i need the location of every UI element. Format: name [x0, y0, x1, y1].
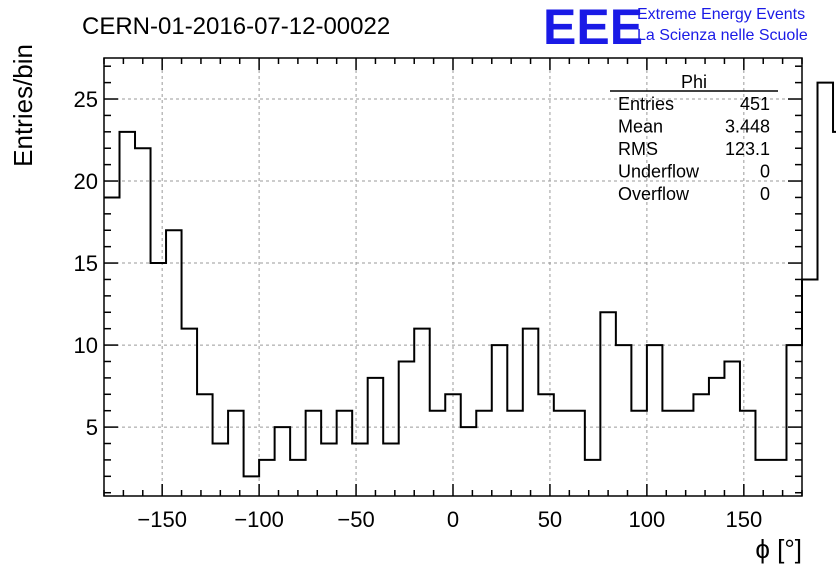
y-tick-label: 20: [74, 169, 98, 194]
x-tick-labels: −150 −100 −50 0 50 100 150: [137, 507, 762, 532]
logo-mark: EEE: [543, 0, 643, 55]
stats-row-label: Overflow: [618, 184, 690, 204]
x-tick-label: 50: [538, 507, 562, 532]
stats-row-label: Mean: [618, 117, 663, 137]
axis-ticks: [103, 58, 803, 496]
grid-lines: [104, 58, 802, 496]
x-tick-label: 0: [447, 507, 459, 532]
logo-line-2: La Scienza nelle Scuole: [637, 27, 808, 44]
x-tick-label: 100: [629, 507, 666, 532]
histogram-bars: [104, 81, 836, 478]
stats-row-value: 451: [740, 94, 770, 114]
stats-rows: Entries 451 Mean 3.448 RMS 123.1 Underflow 0 Ove…: [618, 94, 770, 204]
y-tick-labels: 5 10 15 20 25: [74, 87, 98, 440]
stats-box: Phi Entries 451 Mean 3.448 RMS 123.1 Underflow…: [610, 72, 778, 204]
stats-row-value: 0: [760, 184, 770, 204]
stats-row-value: 123.1: [725, 139, 770, 159]
y-tick-label: 10: [74, 333, 98, 358]
x-tick-label: −150: [137, 507, 187, 532]
stats-row-label: Entries: [618, 94, 674, 114]
x-tick-label: −100: [234, 507, 284, 532]
y-tick-label: 25: [74, 87, 98, 112]
stats-row-label: RMS: [618, 139, 658, 159]
x-tick-label: 150: [725, 507, 762, 532]
y-axis-title: Entries/bin: [8, 44, 38, 167]
x-tick-label: −50: [337, 507, 374, 532]
stats-box-title: Phi: [681, 72, 707, 92]
stats-row-label: Underflow: [618, 162, 700, 182]
y-tick-label: 5: [86, 415, 98, 440]
x-axis-title: ϕ [°]: [755, 534, 802, 564]
eee-logo: EEE Extreme Energy Events La Scienza nel…: [543, 0, 808, 55]
stats-row-value: 0: [760, 162, 770, 182]
stats-row-value: 3.448: [725, 117, 770, 137]
logo-line-1: Extreme Energy Events: [637, 6, 805, 23]
histogram-outline: [104, 81, 836, 478]
chart-title: CERN-01-2016-07-12-00022: [82, 13, 390, 40]
y-tick-label: 15: [74, 251, 98, 276]
